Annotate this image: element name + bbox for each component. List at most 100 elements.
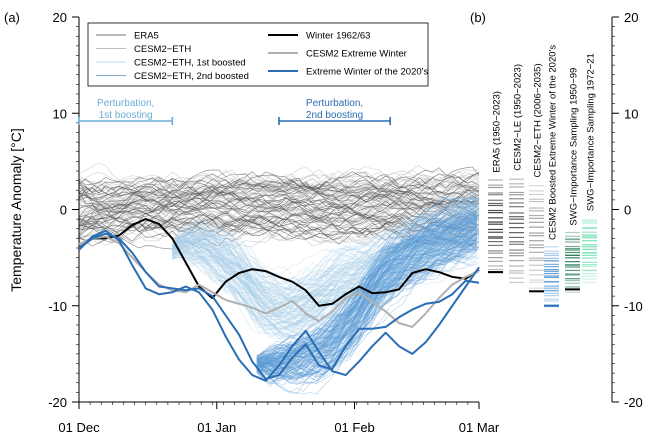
ensemble-member-line — [256, 227, 477, 372]
ensemble-member-line — [256, 213, 477, 362]
ensemble-member-line — [172, 227, 480, 310]
ensemble-member-line — [172, 212, 480, 325]
ensemble-member-line — [172, 246, 480, 339]
ensemble-member-line — [256, 258, 477, 387]
ensemble-member-line — [256, 214, 477, 368]
ensemble-member-line — [78, 177, 480, 200]
ensemble-member-line — [256, 216, 477, 368]
highlight-series — [78, 218, 480, 382]
ensemble-member-line — [172, 222, 480, 313]
ensemble-member-line — [78, 167, 480, 235]
ensemble-member-line — [172, 234, 480, 311]
ensemble-member-line — [172, 211, 480, 313]
ensemble-member-line — [256, 236, 478, 379]
ensemble-member-line — [78, 193, 480, 220]
distribution-label: CESM2−LE (1950−2023) — [513, 64, 524, 171]
ensemble-member-line — [172, 230, 480, 316]
x-tick-label: 01 Mar — [459, 420, 500, 435]
ensemble-member-line — [172, 197, 480, 289]
ensemble-member-line — [256, 238, 478, 374]
ensemble-member-line — [256, 242, 477, 380]
ensemble-member-line — [256, 249, 478, 393]
ensemble-member-line — [256, 238, 477, 373]
ensemble-member-line — [172, 240, 480, 324]
ensemble-member-line — [256, 235, 477, 377]
ensemble-member-line — [78, 219, 480, 246]
y-axis-label: Temperature Anomaly [°C] — [8, 128, 24, 292]
ensemble-member-line — [172, 185, 480, 282]
ensemble-member-line — [78, 214, 480, 243]
ensemble-member-line — [256, 252, 477, 384]
ensemble-member-line — [78, 190, 479, 230]
ensemble-member-line — [172, 240, 479, 319]
ensemble-member-line — [78, 185, 480, 216]
ensemble-member-line — [256, 226, 478, 363]
ensemble-member-line — [256, 204, 477, 356]
ensemble-member-line — [172, 207, 480, 311]
ensemble-member-line — [172, 197, 480, 305]
ensemble-member-line — [256, 239, 477, 385]
ensemble-member-line — [256, 213, 477, 359]
ensemble-member-line — [78, 171, 480, 201]
ensemble-member-line — [172, 241, 480, 332]
ensemble-member-line — [172, 227, 480, 304]
ensemble-member-line — [172, 213, 480, 299]
ensemble-member-line — [78, 215, 480, 246]
panel-tag-b: (b) — [470, 10, 486, 25]
ensemble-member-line — [172, 206, 480, 305]
ensemble-member-line — [256, 214, 477, 362]
annotation-label: Perturbation, — [306, 98, 363, 109]
ensemble-member-line — [256, 220, 477, 367]
legend-box — [87, 22, 429, 87]
ensemble-member-line — [256, 237, 477, 371]
ensemble-member-line — [78, 196, 480, 228]
ensemble-member-line — [256, 219, 478, 366]
annotation-label: 2nd boosting — [306, 110, 363, 121]
legend-label: Extreme Winter of the 2020's — [306, 67, 428, 78]
ensemble-member-line — [172, 229, 480, 307]
ensemble-member-line — [172, 216, 480, 283]
ensemble-member-line — [256, 226, 477, 359]
ensemble-member-line — [256, 219, 477, 374]
ensemble-member-line — [256, 221, 477, 374]
legend: ERA5 CESM2−ETH CESM2−ETH, 1st boosted CESM2… — [87, 22, 429, 87]
ensemble-member-line — [172, 235, 480, 309]
x-tick-label: 01 Jan — [197, 420, 236, 435]
ensemble-member-line — [172, 207, 480, 295]
ensemble-member-line — [256, 237, 477, 378]
ensemble-member-line — [172, 197, 480, 295]
ensemble-member-line — [172, 234, 480, 335]
ensemble-member-line — [256, 211, 477, 360]
ensemble-member-line — [256, 198, 478, 363]
ensemble-member-line — [256, 220, 477, 363]
ensemble-member-line — [78, 200, 480, 225]
ensemble-member-line — [172, 202, 480, 305]
ensemble-member-line — [256, 219, 477, 363]
ensemble-member-line — [78, 186, 480, 212]
ensemble-member-line — [172, 216, 480, 316]
ensemble-member-line — [256, 233, 477, 375]
ensemble-member-line — [256, 224, 478, 368]
y-tick-label: 10 — [53, 106, 67, 121]
ensemble-member-line — [256, 243, 477, 377]
ensemble-member-line — [172, 216, 480, 310]
ensemble-member-line — [256, 208, 477, 359]
ensemble-member-line — [256, 208, 477, 360]
ensemble-member-line — [172, 228, 480, 316]
ensemble-member-line — [256, 239, 477, 373]
ensemble-member-line — [172, 205, 480, 293]
ensemble-member-line — [78, 197, 480, 231]
ensemble-member-line — [256, 224, 478, 364]
ensemble-member-line — [172, 230, 480, 322]
ensemble-member-line — [256, 237, 477, 385]
ensemble-member-line — [256, 198, 477, 359]
panel-tag-a: (a) — [4, 10, 20, 25]
ensemble-member-line — [256, 248, 477, 376]
ensemble-member-line — [256, 236, 478, 368]
ensemble-member-line — [256, 240, 477, 378]
ensemble-member-line — [172, 188, 480, 276]
ensemble-member-line — [256, 241, 477, 375]
legend-label: ERA5 — [134, 31, 159, 42]
ensemble-member-line — [172, 212, 480, 318]
ensemble-member-line — [78, 182, 480, 231]
